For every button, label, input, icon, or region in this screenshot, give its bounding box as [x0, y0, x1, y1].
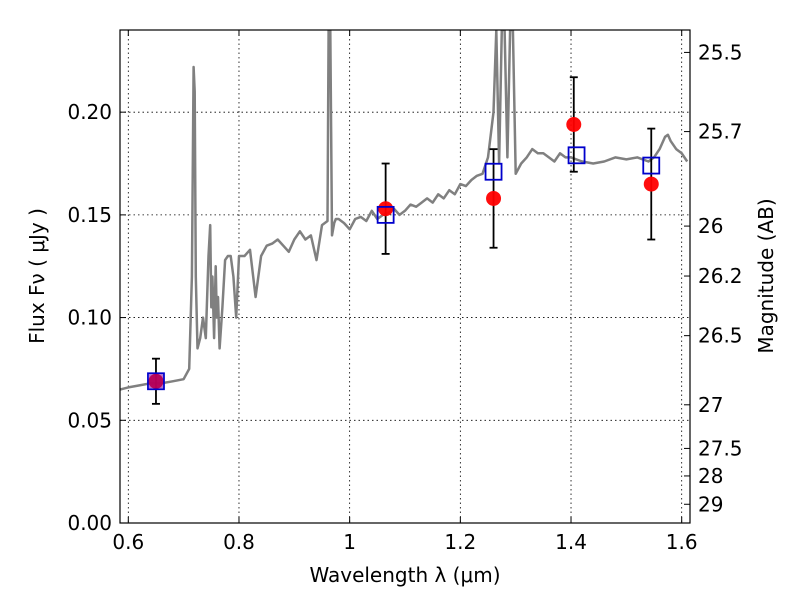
y2-tick-label: 27.5 — [698, 436, 743, 460]
x-tick-label: 1.4 — [555, 530, 587, 554]
y-tick-label: 0.15 — [67, 203, 112, 227]
spectrum-line — [120, 30, 689, 391]
observed-flux-point — [643, 176, 659, 192]
y2-tick-label: 25.7 — [698, 120, 743, 144]
observed-flux-point — [566, 116, 582, 132]
model-flux-square — [642, 156, 661, 175]
y-tick-label: 0.05 — [67, 408, 112, 432]
overlap-marker — [148, 374, 163, 389]
x-axis-title: Wavelength λ (μm) — [309, 563, 500, 587]
plot-area-background — [120, 30, 690, 523]
y-tick-label: 0.20 — [67, 100, 112, 124]
y-axis-title: Flux Fν ( μJy ) — [25, 208, 49, 344]
y2-tick-label: 27 — [698, 393, 723, 417]
axis-ticks: 0.6 0.8 1 1.2 1.4 1.6 0.00 0.05 0.10 0.15 0.20 25.5… — [67, 30, 743, 554]
y-tick-label: 0.10 — [67, 306, 112, 330]
y2-tick-label: 26 — [698, 214, 723, 238]
y-tick-label: 0.00 — [67, 511, 112, 535]
x-tick-label: 1.2 — [444, 530, 476, 554]
y2-tick-label: 26.5 — [698, 324, 743, 348]
y2-axis-title: Magnitude (AB) — [754, 198, 778, 353]
model-flux-square — [484, 162, 503, 181]
y2-tick-label: 26.2 — [698, 264, 743, 288]
series-layer — [120, 30, 689, 405]
model-flux-square — [147, 372, 165, 391]
model-flux-square — [376, 205, 395, 224]
x-tick-label: 1 — [343, 530, 356, 554]
model-flux-square — [567, 146, 586, 165]
y2-tick-label: 28 — [698, 464, 723, 488]
plot-content — [120, 30, 689, 405]
observed-flux-point — [486, 190, 502, 206]
y2-tick-label: 25.5 — [698, 40, 743, 64]
x-tick-label: 1.6 — [666, 530, 698, 554]
observed-flux-point — [378, 201, 394, 217]
x-tick-label: 0.8 — [223, 530, 255, 554]
x-tick-label: 0.6 — [112, 530, 144, 554]
y2-tick-label: 29 — [698, 492, 723, 516]
